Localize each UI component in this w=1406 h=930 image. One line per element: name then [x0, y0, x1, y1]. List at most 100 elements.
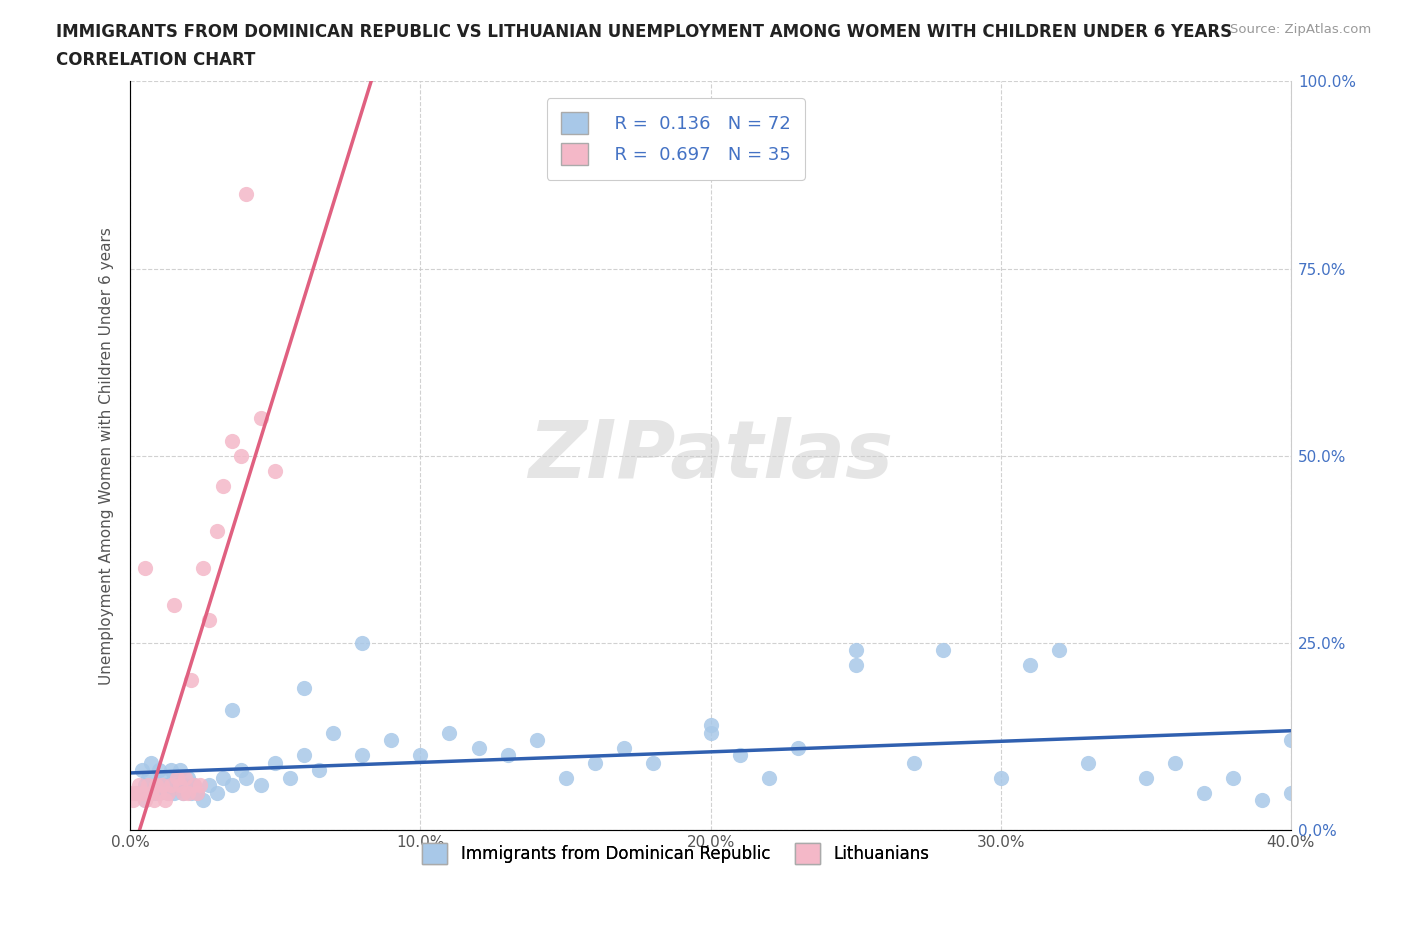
- Point: [134, 777, 156, 792]
- Point: [207, 524, 229, 538]
- Point: [699, 725, 721, 740]
- Point: [264, 463, 287, 478]
- Point: [163, 598, 186, 613]
- Point: [174, 777, 197, 792]
- Point: [221, 433, 243, 448]
- Point: [322, 725, 344, 740]
- Point: [136, 770, 159, 785]
- Point: [728, 748, 751, 763]
- Point: [294, 748, 316, 763]
- Point: [1222, 770, 1244, 785]
- Point: [903, 755, 925, 770]
- Point: [409, 748, 432, 763]
- Text: IMMIGRANTS FROM DOMINICAN REPUBLIC VS LITHUANIAN UNEMPLOYMENT AMONG WOMEN WITH C: IMMIGRANTS FROM DOMINICAN REPUBLIC VS LI…: [56, 23, 1233, 41]
- Point: [235, 186, 257, 201]
- Point: [134, 561, 156, 576]
- Point: [145, 777, 167, 792]
- Point: [153, 792, 176, 807]
- Point: [1164, 755, 1187, 770]
- Point: [125, 785, 148, 800]
- Point: [180, 785, 202, 800]
- Point: [990, 770, 1012, 785]
- Point: [186, 785, 208, 800]
- Point: [191, 792, 214, 807]
- Point: [197, 613, 219, 628]
- Text: ZIPatlas: ZIPatlas: [529, 417, 893, 495]
- Point: [191, 561, 214, 576]
- Point: [221, 777, 243, 792]
- Point: [160, 777, 183, 792]
- Point: [1135, 770, 1157, 785]
- Point: [250, 777, 273, 792]
- Point: [197, 777, 219, 792]
- Point: [212, 478, 235, 493]
- Point: [177, 785, 200, 800]
- Point: [166, 770, 188, 785]
- Point: [148, 785, 170, 800]
- Point: [1279, 733, 1302, 748]
- Point: [163, 785, 186, 800]
- Point: [128, 777, 150, 792]
- Y-axis label: Unemployment Among Women with Children Under 6 years: Unemployment Among Women with Children U…: [100, 227, 114, 684]
- Point: [845, 658, 868, 672]
- Point: [145, 777, 167, 792]
- Point: [153, 777, 176, 792]
- Point: [125, 785, 148, 800]
- Point: [699, 718, 721, 733]
- Point: [1192, 785, 1215, 800]
- Point: [352, 748, 374, 763]
- Point: [352, 635, 374, 650]
- Point: [136, 777, 159, 792]
- Point: [131, 785, 153, 800]
- Point: [169, 763, 191, 777]
- Point: [212, 770, 235, 785]
- Legend: Immigrants from Dominican Republic, Lithuanians: Immigrants from Dominican Republic, Lith…: [416, 837, 936, 870]
- Point: [150, 777, 173, 792]
- Point: [229, 448, 252, 463]
- Point: [235, 770, 257, 785]
- Point: [142, 785, 165, 800]
- Point: [758, 770, 780, 785]
- Point: [128, 785, 150, 800]
- Point: [641, 755, 664, 770]
- Text: Source: ZipAtlas.com: Source: ZipAtlas.com: [1230, 23, 1371, 36]
- Point: [613, 740, 636, 755]
- Point: [148, 785, 170, 800]
- Point: [207, 785, 229, 800]
- Point: [183, 777, 205, 792]
- Point: [583, 755, 606, 770]
- Point: [786, 740, 808, 755]
- Point: [157, 785, 180, 800]
- Point: [186, 785, 208, 800]
- Point: [163, 770, 186, 785]
- Point: [183, 777, 205, 792]
- Point: [139, 785, 162, 800]
- Point: [496, 748, 519, 763]
- Point: [1047, 643, 1070, 658]
- Point: [526, 733, 548, 748]
- Point: [221, 703, 243, 718]
- Point: [142, 792, 165, 807]
- Point: [932, 643, 955, 658]
- Point: [380, 733, 402, 748]
- Point: [177, 770, 200, 785]
- Point: [1251, 792, 1274, 807]
- Point: [150, 770, 173, 785]
- Point: [131, 763, 153, 777]
- Point: [845, 643, 868, 658]
- Point: [554, 770, 576, 785]
- Point: [294, 681, 316, 696]
- Point: [467, 740, 489, 755]
- Point: [174, 770, 197, 785]
- Point: [157, 785, 180, 800]
- Point: [166, 777, 188, 792]
- Point: [278, 770, 301, 785]
- Point: [120, 785, 142, 800]
- Point: [134, 792, 156, 807]
- Point: [160, 763, 183, 777]
- Point: [188, 777, 211, 792]
- Point: [1279, 785, 1302, 800]
- Point: [264, 755, 287, 770]
- Point: [122, 792, 145, 807]
- Point: [229, 763, 252, 777]
